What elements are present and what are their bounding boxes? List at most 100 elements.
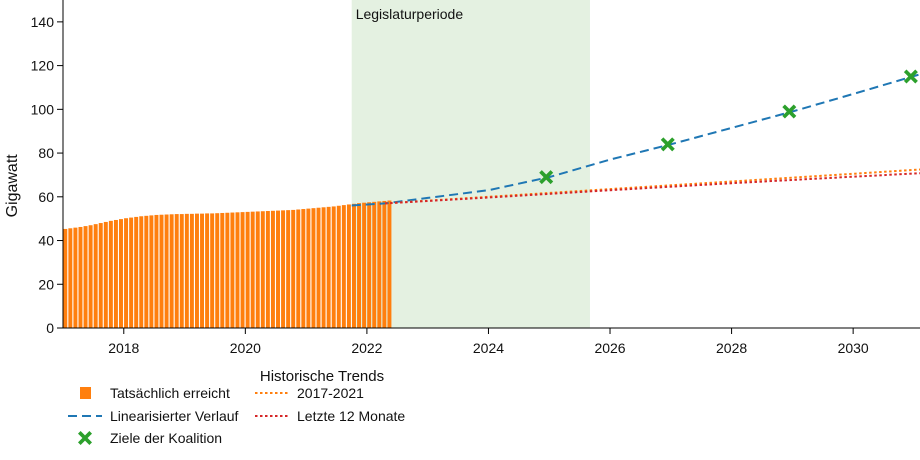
target-marker bbox=[903, 69, 918, 84]
bar bbox=[215, 213, 220, 328]
bar bbox=[235, 212, 240, 328]
bar bbox=[372, 201, 377, 328]
y-tick-label: 0 bbox=[46, 320, 54, 336]
bar bbox=[265, 211, 270, 328]
y-tick-label: 60 bbox=[38, 189, 54, 205]
bar bbox=[270, 210, 275, 328]
bar bbox=[83, 226, 88, 328]
bar bbox=[108, 220, 113, 328]
bar bbox=[260, 211, 265, 328]
legend-label: Ziele der Koalition bbox=[110, 430, 222, 446]
series-line bbox=[385, 172, 920, 205]
target-markers bbox=[539, 69, 918, 185]
bar bbox=[367, 202, 372, 328]
bar bbox=[149, 215, 154, 328]
legend-label: Tatsächlich erreicht bbox=[110, 385, 230, 401]
bar bbox=[210, 213, 215, 328]
bar bbox=[93, 224, 98, 328]
bar bbox=[331, 206, 336, 328]
bar bbox=[387, 200, 392, 328]
bar bbox=[139, 216, 144, 328]
legislature-band bbox=[351, 0, 590, 328]
bar bbox=[225, 212, 230, 328]
bar bbox=[377, 201, 382, 328]
legend: Historische Trends Tatsächlich erreicht 2… bbox=[68, 368, 405, 446]
bar bbox=[205, 213, 210, 328]
bar bbox=[98, 223, 103, 328]
bar bbox=[144, 215, 149, 328]
y-tick-label: 40 bbox=[38, 233, 54, 249]
legislature-label: Legislaturperiode bbox=[356, 6, 464, 22]
bar bbox=[184, 213, 189, 328]
bar bbox=[159, 214, 164, 328]
bar bbox=[169, 214, 174, 328]
bar bbox=[200, 213, 205, 328]
legend-label: Linearisierter Verlauf bbox=[110, 408, 239, 424]
legend-swatch bbox=[78, 431, 92, 445]
x-tick-label: 2022 bbox=[351, 340, 382, 356]
bar bbox=[63, 228, 68, 328]
x-tick-label: 2018 bbox=[108, 340, 139, 356]
bar bbox=[245, 211, 250, 328]
bar bbox=[154, 214, 159, 328]
bar bbox=[255, 211, 260, 328]
bar bbox=[306, 208, 311, 328]
bar bbox=[134, 216, 139, 328]
bar bbox=[362, 202, 367, 328]
bar bbox=[281, 210, 286, 328]
line-series bbox=[351, 73, 920, 207]
x-tick-label: 2020 bbox=[230, 340, 261, 356]
bar bbox=[230, 212, 235, 328]
bar bbox=[351, 203, 356, 328]
bar bbox=[341, 205, 346, 328]
y-tick-label: 140 bbox=[31, 14, 55, 30]
target-marker bbox=[539, 170, 554, 185]
bar bbox=[189, 213, 194, 328]
bar-series bbox=[63, 200, 392, 328]
bar bbox=[73, 227, 78, 328]
legend-swatch bbox=[80, 387, 91, 399]
x-tick-label: 2024 bbox=[473, 340, 504, 356]
bar bbox=[346, 204, 351, 328]
bar bbox=[129, 217, 134, 328]
x-axis: 2018 2020 2022 2024 2026 2028 2030 bbox=[63, 327, 920, 356]
y-tick-label: 20 bbox=[38, 276, 54, 292]
x-tick-label: 2026 bbox=[594, 340, 625, 356]
target-marker bbox=[782, 104, 797, 119]
bar bbox=[194, 213, 199, 328]
series-line bbox=[351, 73, 920, 207]
y-tick-label: 120 bbox=[31, 58, 55, 74]
bar bbox=[326, 206, 331, 328]
y-tick-label: 100 bbox=[31, 101, 55, 117]
bar bbox=[357, 203, 362, 328]
bar bbox=[103, 221, 108, 328]
bar bbox=[68, 228, 73, 328]
x-tick-label: 2028 bbox=[716, 340, 747, 356]
bar bbox=[179, 214, 184, 328]
bar bbox=[296, 209, 301, 328]
legend-label: Letzte 12 Monate bbox=[297, 408, 405, 424]
bar bbox=[164, 214, 169, 328]
x-tick-label: 2030 bbox=[838, 340, 869, 356]
bar bbox=[113, 219, 118, 328]
bar bbox=[286, 210, 291, 328]
bar bbox=[220, 212, 225, 328]
legend-title: Historische Trends bbox=[260, 368, 384, 385]
bar bbox=[301, 209, 306, 328]
bar bbox=[321, 207, 326, 328]
bar bbox=[336, 205, 341, 328]
legend-label: 2017-2021 bbox=[297, 385, 364, 401]
bar bbox=[88, 225, 93, 328]
bar bbox=[119, 219, 123, 328]
bar bbox=[124, 218, 129, 328]
y-axis: 0 20 40 60 80 100 120 140 bbox=[31, 0, 64, 336]
bar bbox=[240, 212, 245, 328]
bar bbox=[311, 208, 316, 328]
y-axis-label: Gigawatt bbox=[4, 154, 21, 218]
target-marker bbox=[660, 137, 675, 152]
bar bbox=[276, 210, 280, 328]
y-tick-label: 80 bbox=[38, 145, 54, 161]
plot-area: Legislaturperiode bbox=[63, 0, 920, 328]
bar bbox=[78, 226, 83, 328]
